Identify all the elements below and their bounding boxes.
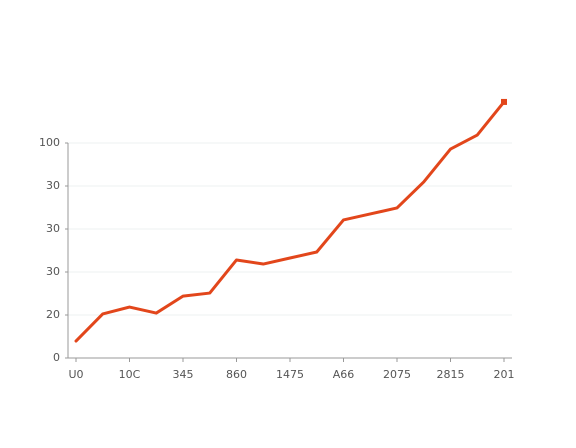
x-tick-label: 201 xyxy=(494,368,515,381)
x-tick-label: 10C xyxy=(119,368,141,381)
x-tick-label: 860 xyxy=(226,368,247,381)
x-tick-label: 2075 xyxy=(383,368,411,381)
y-tick-label: 100 xyxy=(39,136,60,149)
x-tick-label: 2815 xyxy=(437,368,465,381)
data-line xyxy=(74,100,506,343)
y-tick-label: 20 xyxy=(46,308,60,321)
x-tick-label: A66 xyxy=(333,368,355,381)
y-tick-label: 30 xyxy=(46,222,60,235)
y-tick-label: 30 xyxy=(46,265,60,278)
y-tick-label: 30 xyxy=(46,179,60,192)
end-marker xyxy=(501,98,507,105)
y-tick-label: 0 xyxy=(53,351,60,364)
x-tick-label: U0 xyxy=(68,368,83,381)
x-tick-label: 1475 xyxy=(276,368,304,381)
x-tick-label: 345 xyxy=(173,368,194,381)
